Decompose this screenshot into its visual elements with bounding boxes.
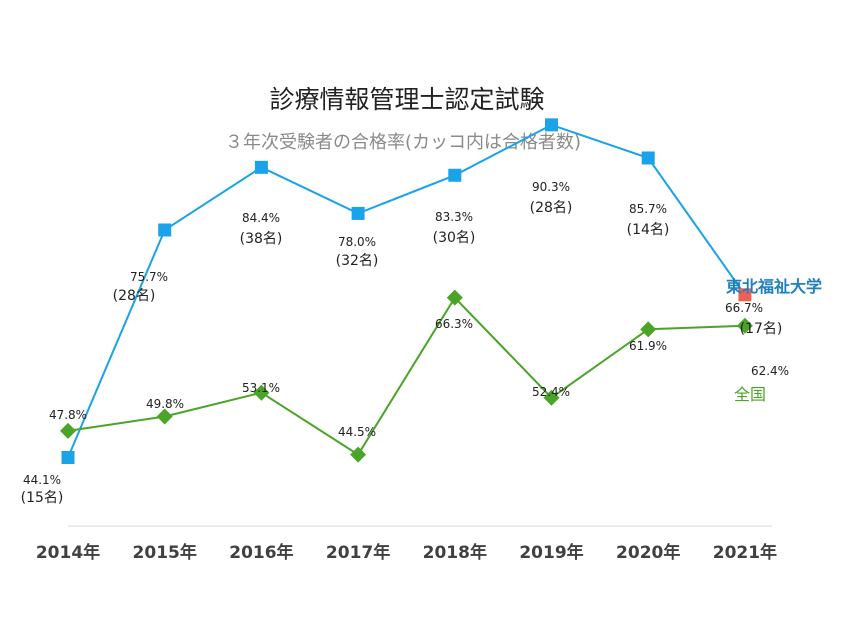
tohoku-count-label: (30名) xyxy=(433,230,476,246)
x-tick-label: 2021年 xyxy=(713,542,777,563)
data-labels: 44.1% (15名) 75.7% (28名) 84.4% (38名) 78.0% (32名)… xyxy=(21,180,789,506)
x-tick-label: 2018年 xyxy=(423,542,487,563)
tohoku-point xyxy=(545,118,558,132)
tohoku-count-label: (28名) xyxy=(113,288,156,304)
national-value-label: 66.3% xyxy=(435,317,473,331)
national-value-label: 62.4% xyxy=(751,364,789,378)
national-point xyxy=(543,389,560,406)
tohoku-count-label: (15名) xyxy=(21,490,64,506)
national-value-label: 49.8% xyxy=(146,397,184,411)
tohoku-point xyxy=(641,151,655,165)
national-point xyxy=(60,422,76,439)
series-label-tohoku: 東北福祉大学 xyxy=(726,277,822,296)
tohoku-point xyxy=(61,451,75,464)
series-markers xyxy=(60,118,753,464)
series-line-1 xyxy=(67,296,745,456)
x-tick-label: 2016年 xyxy=(229,542,293,563)
national-value-label: 44.5% xyxy=(338,425,376,439)
national-point xyxy=(253,384,270,401)
x-tick-label: 2020年 xyxy=(616,542,680,563)
tohoku-point xyxy=(254,160,268,174)
national-value-label: 53.1% xyxy=(242,381,280,395)
national-value-label: 47.8% xyxy=(49,408,87,422)
tohoku-value-label: 85.7% xyxy=(629,202,667,216)
national-point xyxy=(156,408,173,425)
tohoku-value-label: 83.3% xyxy=(435,210,473,224)
tohoku-value-label: 78.0% xyxy=(338,235,376,249)
series-line-0 xyxy=(67,123,746,458)
tohoku-value-label: 90.3% xyxy=(532,180,570,194)
tohoku-count-label: (38名) xyxy=(240,231,283,247)
x-axis-ticks: 2014年 2015年 2016年 2017年 2018年 2019年 2020年 2021年 xyxy=(36,542,777,563)
series-lines xyxy=(67,123,746,458)
tohoku-value-label: 75.7% xyxy=(130,270,168,284)
tohoku-point xyxy=(351,206,365,220)
national-point xyxy=(446,289,463,306)
chart-subtitle: ３年次受験者の合格率(カッコ内は合格者数) xyxy=(225,132,581,153)
tohoku-count-label: (28名) xyxy=(530,200,573,216)
national-point xyxy=(640,321,657,338)
tohoku-count-label: (32名) xyxy=(336,253,379,269)
x-tick-label: 2014年 xyxy=(36,542,100,563)
national-value-label: 52.4% xyxy=(532,385,570,399)
x-tick-label: 2015年 xyxy=(133,542,197,563)
series-label-national: 全国 xyxy=(734,385,766,404)
tohoku-count-label: (14名) xyxy=(627,222,670,238)
tohoku-value-label: 44.1% xyxy=(23,473,61,487)
national-point xyxy=(350,446,367,463)
tohoku-point xyxy=(738,288,752,302)
tohoku-value-label: 66.7% xyxy=(725,301,763,315)
tohoku-point xyxy=(448,168,462,182)
tohoku-count-label: (17名) xyxy=(740,321,783,337)
chart-title: 診療情報管理士認定試験 xyxy=(269,85,544,114)
national-value-label: 61.9% xyxy=(629,339,667,353)
x-tick-label: 2017年 xyxy=(326,542,390,563)
tohoku-value-label: 84.4% xyxy=(242,211,280,225)
x-tick-label: 2019年 xyxy=(519,542,583,563)
tohoku-point xyxy=(158,223,172,237)
national-point xyxy=(736,317,753,334)
